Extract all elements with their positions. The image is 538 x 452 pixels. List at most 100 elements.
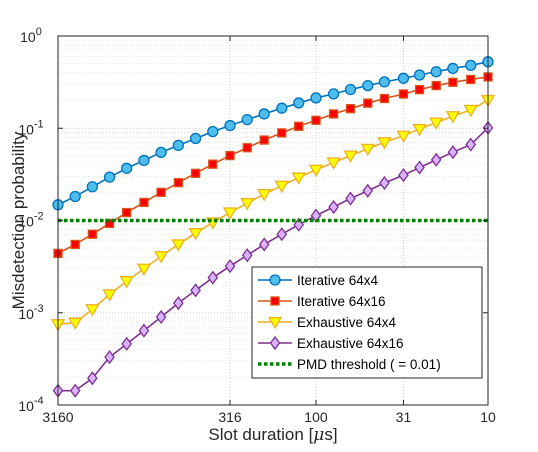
data-point — [327, 88, 340, 100]
data-point — [119, 276, 134, 289]
data-point — [242, 143, 252, 153]
data-point — [138, 323, 150, 338]
data-point — [122, 207, 132, 218]
data-point — [379, 175, 390, 191]
data-point — [274, 180, 289, 194]
legend-label: Exhaustive 64x4 — [297, 315, 397, 330]
data-point — [310, 92, 322, 104]
data-point — [257, 189, 272, 202]
data-point — [328, 199, 339, 215]
x-tick-label: 3160 — [42, 409, 73, 425]
x-tick-label: 10 — [480, 409, 496, 425]
data-point — [103, 171, 116, 183]
data-point — [190, 283, 201, 298]
x-tick-label: 31 — [396, 409, 412, 425]
data-point — [413, 69, 426, 81]
x-axis-label-unit: s] — [324, 425, 337, 444]
data-point — [188, 227, 203, 241]
legend-swatch-marker — [269, 274, 281, 286]
data-point — [345, 104, 356, 114]
legend-label: Exhaustive 64x16 — [297, 336, 404, 351]
data-point — [121, 336, 133, 351]
data-point — [225, 150, 235, 161]
legend-item: Iterative 64x16 — [258, 294, 386, 309]
data-point — [430, 66, 442, 78]
x-axis-label-main: Slot duration [ — [208, 425, 313, 444]
data-point — [277, 128, 287, 138]
data-point — [190, 168, 201, 178]
legend-label: PMD threshold ( = 0.01) — [297, 357, 441, 372]
data-point — [308, 164, 324, 178]
x-axis-label: Slot duration [μs] — [208, 425, 337, 445]
data-point — [429, 117, 444, 130]
data-point — [294, 121, 304, 131]
data-point — [326, 157, 341, 170]
data-point — [207, 125, 219, 138]
data-point — [310, 208, 322, 223]
legend-item: Exhaustive 64x16 — [258, 335, 404, 351]
data-point — [224, 259, 236, 274]
data-point — [447, 145, 459, 160]
series-0 — [52, 56, 494, 211]
legend-swatch-marker — [270, 296, 280, 306]
x-tick-label: 316 — [218, 409, 242, 425]
data-point — [207, 270, 219, 285]
data-point — [87, 371, 98, 386]
data-point — [70, 239, 80, 250]
data-point — [291, 172, 306, 185]
legend: Iterative 64x4 Iterative 64x16 Exhaustive … — [251, 266, 483, 379]
ticks: 3160 316 100 31 10 10-4 10-3 10-2 10-1 100 — [18, 26, 496, 425]
data-point — [343, 150, 358, 163]
legend-swatch-marker — [269, 335, 281, 351]
data-point — [276, 227, 288, 242]
data-point — [363, 98, 373, 108]
data-point — [276, 102, 288, 114]
y-tick-label: 10-3 — [18, 303, 43, 322]
data-point — [463, 104, 478, 118]
data-point — [414, 85, 425, 95]
data-point — [377, 137, 392, 150]
x-axis-label-mu: μ — [313, 425, 324, 445]
data-point — [259, 135, 269, 145]
data-point — [398, 89, 409, 99]
data-point — [258, 108, 270, 120]
series-3 — [52, 120, 494, 398]
data-point — [173, 296, 184, 311]
data-point — [447, 62, 459, 75]
data-point — [240, 198, 255, 211]
data-point — [69, 383, 81, 398]
data-point — [222, 207, 238, 220]
data-point — [155, 146, 167, 158]
data-point — [104, 218, 115, 229]
data-point — [430, 152, 442, 167]
data-point — [153, 251, 169, 264]
data-point — [138, 154, 150, 167]
series-layer — [50, 56, 496, 398]
data-point — [466, 74, 476, 85]
data-point — [328, 109, 339, 119]
data-point — [172, 139, 185, 152]
data-point — [155, 309, 167, 325]
series-1 — [53, 72, 493, 259]
data-point — [68, 317, 83, 331]
data-point — [398, 168, 409, 183]
data-point — [189, 132, 202, 145]
y-tick-label: 10-2 — [18, 211, 43, 230]
data-point — [431, 80, 441, 91]
data-point — [360, 143, 375, 157]
data-point — [173, 178, 184, 188]
data-point — [87, 229, 98, 239]
data-point — [69, 190, 81, 203]
data-point — [414, 160, 425, 175]
legend-label: Iterative 64x16 — [297, 294, 386, 309]
legend-item: Exhaustive 64x4 — [258, 315, 397, 330]
data-point — [258, 237, 270, 252]
y-axis-label: Misdetection probability — [9, 131, 28, 309]
legend-item: PMD threshold ( = 0.01) — [258, 357, 441, 372]
data-point — [412, 123, 427, 137]
data-point — [102, 289, 117, 302]
legend-label: Iterative 64x4 — [297, 273, 379, 288]
data-point — [104, 350, 115, 365]
data-point — [293, 97, 305, 109]
data-point — [136, 263, 152, 277]
